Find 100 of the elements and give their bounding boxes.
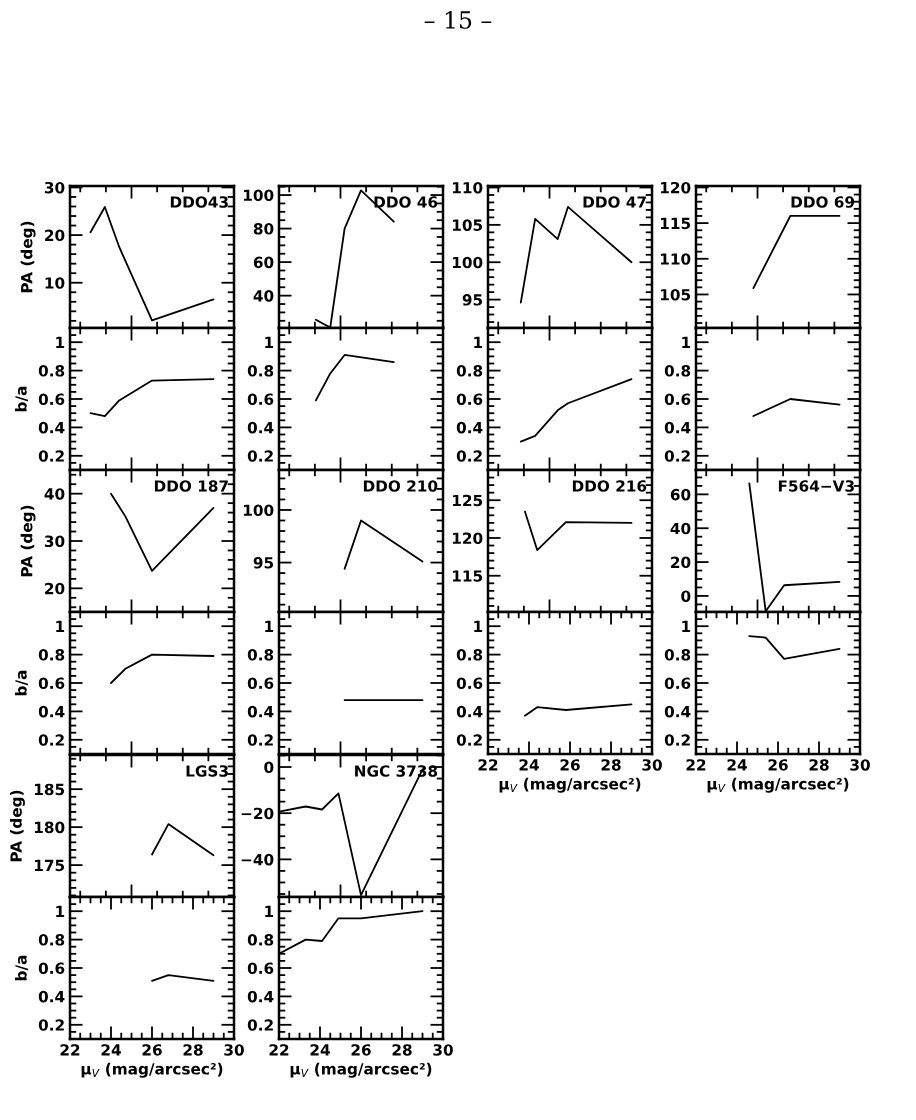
y-tick-label: 0.8 xyxy=(38,649,65,661)
y-tick-label: 0.6 xyxy=(456,677,483,690)
y-tick-label: 10 xyxy=(45,277,65,289)
y-tick-label: 0.8 xyxy=(664,365,691,377)
x-tick-label: 30 xyxy=(850,759,870,771)
x-tick-label: 24 xyxy=(727,759,747,771)
text: DDO 216 xyxy=(572,480,647,492)
y-tick-label: 0.2 xyxy=(247,1019,273,1031)
y-tick-label: 0 xyxy=(681,590,691,602)
y-tick-label: 1 xyxy=(56,620,65,632)
text: LGS3 xyxy=(186,765,228,777)
text: F564−V3 xyxy=(778,480,854,492)
y-tick-label: 0.8 xyxy=(247,934,274,946)
y-tick-label: 100 xyxy=(452,256,483,269)
y-tick-label: 105 xyxy=(452,219,483,231)
y-tick-label: −40 xyxy=(241,853,274,866)
y-tick-label: 30 xyxy=(44,535,65,548)
x-axis-title: μ$_{V}$ (mag/arcsec²) xyxy=(290,1062,432,1078)
y-tick-label: 30 xyxy=(44,181,65,194)
y-tick-label: 0.2 xyxy=(38,450,64,462)
y-tick-label: 0.4 xyxy=(247,421,274,434)
y-tick-label: 115 xyxy=(660,217,691,230)
y-tick-label: 60 xyxy=(670,488,691,501)
text: – 15 – xyxy=(424,10,492,29)
y-tick-label: 1 xyxy=(56,905,65,917)
y-axis-title: b/a xyxy=(14,386,28,412)
y-tick-label: 0.8 xyxy=(456,649,483,661)
y-tick-label: 0.4 xyxy=(38,705,65,718)
y-tick-label: −20 xyxy=(241,807,274,820)
text: DDO 187 xyxy=(154,480,228,492)
y-tick-label: 40 xyxy=(253,290,274,302)
y-tick-label: 95 xyxy=(253,557,274,569)
y-tick-label: 0.4 xyxy=(247,990,274,1003)
y-axis-title: b/a xyxy=(14,670,28,696)
text: DDO 210 xyxy=(363,480,438,492)
y-tick-label: 0.6 xyxy=(247,677,274,690)
y-tick-label: 0.2 xyxy=(38,1019,64,1031)
y-tick-label: 125 xyxy=(452,494,483,507)
y-tick-label: 0.8 xyxy=(664,649,691,661)
x-tick-label: 28 xyxy=(183,1044,203,1056)
x-tick-label: 26 xyxy=(351,1044,371,1056)
y-tick-label: 0.2 xyxy=(664,734,690,746)
y-tick-label: 0 xyxy=(264,761,274,774)
x-axis-title: μ$_{V}$ (mag/arcsec²) xyxy=(81,1062,223,1078)
y-tick-label: 0.4 xyxy=(456,421,483,434)
y-tick-label: 0.4 xyxy=(38,421,65,434)
y-tick-label: 40 xyxy=(670,522,691,535)
y-tick-label: 185 xyxy=(34,783,65,796)
y-tick-label: 0.6 xyxy=(247,962,274,975)
y-tick-label: 100 xyxy=(243,504,274,516)
y-tick-label: 0.2 xyxy=(456,734,482,746)
x-tick-label: 26 xyxy=(768,759,788,771)
y-tick-label: 0.8 xyxy=(38,934,65,946)
text: DDO43 xyxy=(170,196,228,208)
x-tick-label: 24 xyxy=(101,1044,121,1056)
x-tick-label: 24 xyxy=(310,1044,330,1056)
y-tick-label: 1 xyxy=(682,620,691,632)
x-axis-title: μ$_{V}$ (mag/arcsec²) xyxy=(707,777,849,793)
y-tick-label: 1 xyxy=(265,905,274,917)
y-tick-label: 175 xyxy=(34,859,65,872)
x-tick-label: 26 xyxy=(560,759,580,771)
y-axis-title: PA (deg) xyxy=(20,221,36,293)
y-tick-label: 95 xyxy=(462,294,483,306)
y-tick-label: 0.2 xyxy=(247,734,273,746)
y-tick-label: 105 xyxy=(660,288,691,301)
y-tick-label: 80 xyxy=(253,223,274,235)
y-axis-title: b/a xyxy=(14,955,28,981)
x-axis-title: μ$_{V}$ (mag/arcsec²) xyxy=(499,777,641,793)
y-tick-label: 0.4 xyxy=(664,421,691,434)
y-tick-label: 0.2 xyxy=(247,450,273,462)
y-axis-title: PA (deg) xyxy=(10,790,25,862)
y-tick-label: 1 xyxy=(265,336,274,348)
x-tick-label: 28 xyxy=(392,1044,412,1056)
y-tick-label: 120 xyxy=(660,181,691,194)
x-tick-label: 22 xyxy=(60,1044,80,1056)
y-tick-label: 1 xyxy=(474,620,483,632)
x-tick-label: 22 xyxy=(686,759,706,771)
x-tick-label: 28 xyxy=(601,759,621,771)
y-tick-label: 0.4 xyxy=(247,705,274,718)
y-tick-label: 20 xyxy=(45,582,65,595)
y-tick-label: 100 xyxy=(243,189,274,202)
x-tick-label: 30 xyxy=(642,759,662,771)
y-tick-label: 0.8 xyxy=(247,365,274,377)
y-tick-label: 0.6 xyxy=(247,393,274,406)
y-tick-label: 0.4 xyxy=(456,705,483,718)
y-tick-label: 120 xyxy=(452,532,483,544)
y-axis-title: PA (deg) xyxy=(20,505,36,577)
text: DDO 47 xyxy=(583,196,646,208)
y-tick-label: 0.6 xyxy=(38,393,65,406)
y-tick-label: 0.2 xyxy=(664,450,690,462)
x-tick-label: 30 xyxy=(224,1044,244,1056)
y-tick-label: 0.6 xyxy=(38,677,65,690)
y-tick-label: 40 xyxy=(44,488,65,500)
y-tick-label: 115 xyxy=(452,570,483,582)
y-tick-label: 0.8 xyxy=(456,365,483,377)
y-tick-label: 0.2 xyxy=(38,734,64,746)
x-tick-label: 24 xyxy=(519,759,539,771)
y-tick-label: 1 xyxy=(682,336,691,348)
text: DDO 69 xyxy=(791,196,855,208)
y-tick-label: 1 xyxy=(56,336,65,348)
